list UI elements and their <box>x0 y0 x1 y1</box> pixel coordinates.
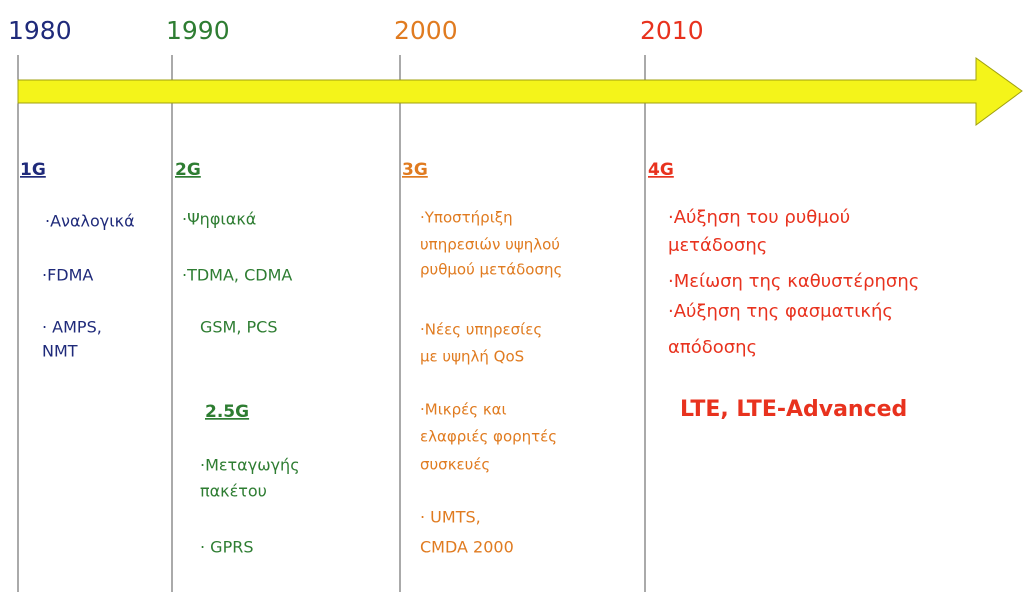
feature-text: · AMPS, <box>42 318 102 337</box>
generation-heading: 1G <box>20 160 46 180</box>
feature-text: ·Αύξηση του ρυθμού <box>668 207 850 228</box>
feature-text: ·Νέες υπηρεσίες <box>420 321 542 339</box>
feature-text: ·Ψηφιακά <box>182 210 256 229</box>
feature-text: CMDA 2000 <box>420 538 514 557</box>
feature-text: ελαφριές φορητές <box>420 428 557 446</box>
feature-text: NMT <box>42 342 78 361</box>
feature-text: συσκευές <box>420 456 490 474</box>
feature-text: ·Αναλογικά <box>45 212 135 231</box>
feature-text: ·FDMA <box>42 266 93 285</box>
highlight-text: LTE, LTE-Advanced <box>680 397 907 422</box>
feature-text: ·Υποστήριξη <box>420 209 513 227</box>
generation-heading: 3G <box>402 160 428 180</box>
feature-text: πακέτου <box>200 482 267 501</box>
feature-text: με υψηλή QoS <box>420 348 524 366</box>
feature-text: υπηρεσιών υψηλού <box>420 236 560 254</box>
feature-text: · UMTS, <box>420 508 481 527</box>
year-label: 1990 <box>166 16 230 45</box>
feature-text: ·Μεταγωγής <box>200 456 300 475</box>
feature-text: ·Μείωση της καθυστέρησης <box>668 271 919 292</box>
feature-text: μετάδοσης <box>668 235 767 256</box>
generation-heading: 2G <box>175 160 201 180</box>
feature-text: ·Μικρές και <box>420 401 507 419</box>
sub-heading: 2.5G <box>205 402 249 422</box>
year-label: 2000 <box>394 16 458 45</box>
generation-heading: 4G <box>648 160 674 180</box>
year-label: 1980 <box>8 16 72 45</box>
feature-text: ·TDMA, CDMA <box>182 266 292 285</box>
feature-text: ·Αύξηση της φασματικής <box>668 301 893 322</box>
feature-text: απόδοσης <box>668 337 757 358</box>
year-label: 2010 <box>640 16 704 45</box>
feature-text: · GPRS <box>200 538 254 557</box>
feature-text: GSM, PCS <box>200 318 278 337</box>
timeline-arrow <box>17 57 1023 126</box>
feature-text: ρυθμού μετάδοσης <box>420 261 562 279</box>
